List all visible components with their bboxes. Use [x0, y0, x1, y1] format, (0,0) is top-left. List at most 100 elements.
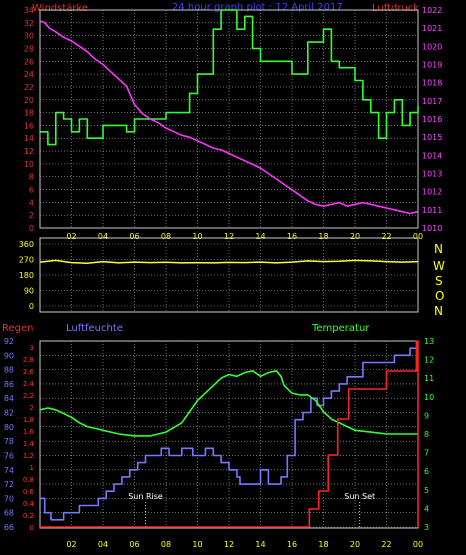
rain-tick-label: 1.8: [23, 416, 34, 424]
pressure-tick-label: 1016: [422, 115, 442, 124]
pressure-tick-label: 1017: [422, 97, 442, 106]
compass-n-top: N: [434, 242, 443, 256]
wind-tick-label: 6: [29, 186, 34, 195]
pressure-tick-label: 1011: [422, 206, 442, 215]
rain-tick-label: 2: [30, 404, 34, 412]
humidity-tick-label: 80: [4, 423, 14, 432]
temperature-tick-label: 4: [424, 504, 429, 513]
rain-tick-label: 0.2: [23, 512, 34, 520]
time-tick-label: 06: [129, 232, 139, 241]
rain-tick-label: 1.4: [23, 440, 35, 448]
time-tick-label: 10: [192, 540, 202, 549]
rain-tick-label: 1.2: [23, 452, 34, 460]
wind-tick-label: 10: [24, 160, 34, 169]
direction-tick-label: 90: [24, 287, 34, 296]
wind-tick-label: 14: [24, 134, 34, 143]
temperatur-label: Temperatur: [311, 323, 370, 334]
rain-tick-label: 2.2: [23, 392, 34, 400]
temperature-tick-label: 8: [424, 430, 429, 439]
humidity-tick-label: 66: [4, 523, 14, 532]
temperature-tick-label: 7: [424, 449, 429, 458]
compass-s: S: [435, 274, 443, 288]
regen-label: Regen: [2, 323, 34, 334]
rain-tick-label: 2.4: [23, 380, 35, 388]
time-tick-label: 04: [98, 540, 108, 549]
time-tick-label: 20: [350, 232, 360, 241]
pressure-tick-label: 1014: [422, 151, 442, 160]
temperature-tick-label: 11: [424, 374, 434, 383]
humidity-tick-label: 88: [4, 366, 14, 375]
humidity-tick-label: 78: [4, 437, 14, 446]
panel-border: [39, 9, 419, 229]
time-tick-label: 10: [192, 232, 202, 241]
rain-tick-label: 2.8: [23, 356, 34, 364]
sun-rise-label: Sun Rise: [128, 492, 163, 501]
wind-tick-label: 34: [24, 6, 34, 15]
time-tick-label: 16: [287, 232, 297, 241]
time-tick-label: 14: [255, 540, 265, 549]
time-tick-label: 00: [413, 232, 423, 241]
wind-tick-label: 18: [24, 109, 34, 118]
time-tick-label: 06: [129, 540, 139, 549]
windstaerke-label: Windstärke: [32, 3, 88, 14]
wind-tick-label: 28: [24, 44, 34, 53]
temperature-tick-label: 6: [424, 467, 429, 476]
sun-set-label: Sun Set: [344, 492, 375, 501]
humidity-tick-label: 90: [4, 351, 14, 360]
time-tick-label: 14: [255, 232, 265, 241]
time-tick-label: 04: [98, 232, 108, 241]
rain-humidity-temperature-panel: 0 0.2 0.4 0.6 0.8 1 1.2 1.4 1.6 1.8 2 2.2 2.4 2.6 2.8 3…: [4, 337, 434, 549]
wind-tick-label: 2: [29, 211, 34, 220]
wind-tick-label: 20: [24, 96, 34, 105]
rain-series: [40, 340, 419, 528]
time-tick-label: 02: [66, 232, 76, 241]
time-tick-label: 16: [287, 540, 297, 549]
time-tick-label: 08: [161, 540, 171, 549]
temperature-tick-label: 12: [424, 356, 434, 365]
wind-tick-label: 8: [29, 173, 34, 182]
compass-n-bottom: N: [434, 304, 443, 318]
wind-tick-label: 24: [24, 70, 34, 79]
wind-tick-label: 0: [29, 224, 34, 233]
pressure-tick-label: 1015: [422, 133, 442, 142]
temperature-series: [39, 370, 418, 437]
humidity-tick-label: 72: [4, 480, 14, 489]
wind-series: [40, 9, 419, 146]
humidity-tick-label: 92: [4, 337, 14, 346]
luftdruck-label: Luftdruck: [372, 3, 419, 14]
pressure-tick-label: 1012: [422, 188, 442, 197]
rain-tick-label: 0.6: [23, 488, 35, 496]
rain-tick-label: 0.4: [23, 500, 35, 508]
direction-tick-label: 360: [19, 240, 34, 249]
direction-tick-label: 180: [19, 271, 34, 280]
time-tick-label: 08: [161, 232, 171, 241]
time-tick-label: 18: [318, 540, 328, 549]
time-tick-label: 12: [224, 232, 234, 241]
humidity-tick-label: 84: [4, 394, 14, 403]
direction-tick-label: 0: [29, 302, 34, 311]
time-tick-label: 20: [350, 540, 360, 549]
temperature-tick-label: 5: [424, 486, 429, 495]
pressure-tick-label: 1018: [422, 79, 442, 88]
humidity-tick-label: 82: [4, 409, 14, 418]
pressure-tick-label: 1021: [422, 24, 442, 33]
wind-tick-label: 4: [29, 198, 34, 207]
direction-tick-label: 270: [19, 256, 34, 265]
humidity-series: [40, 347, 418, 521]
rain-tick-label: 2.6: [23, 368, 35, 376]
luftfeuchte-label: Luftfeuchte: [66, 323, 123, 334]
rain-tick-label: 1: [30, 464, 34, 472]
humidity-tick-label: 74: [4, 466, 14, 475]
wind-tick-label: 30: [24, 32, 34, 41]
temperature-tick-label: 13: [424, 337, 434, 346]
pressure-tick-label: 1020: [422, 42, 442, 51]
rain-tick-label: 0.8: [23, 476, 34, 484]
temperature-tick-label: 9: [424, 411, 429, 420]
time-tick-label: 22: [381, 232, 391, 241]
time-tick-label: 02: [66, 540, 76, 549]
wind-direction-panel: 0 90 180 270 360 N W S O N: [19, 237, 445, 318]
pressure-series: [39, 20, 419, 215]
wind-tick-label: 32: [24, 19, 34, 28]
time-tick-label: 12: [224, 540, 234, 549]
